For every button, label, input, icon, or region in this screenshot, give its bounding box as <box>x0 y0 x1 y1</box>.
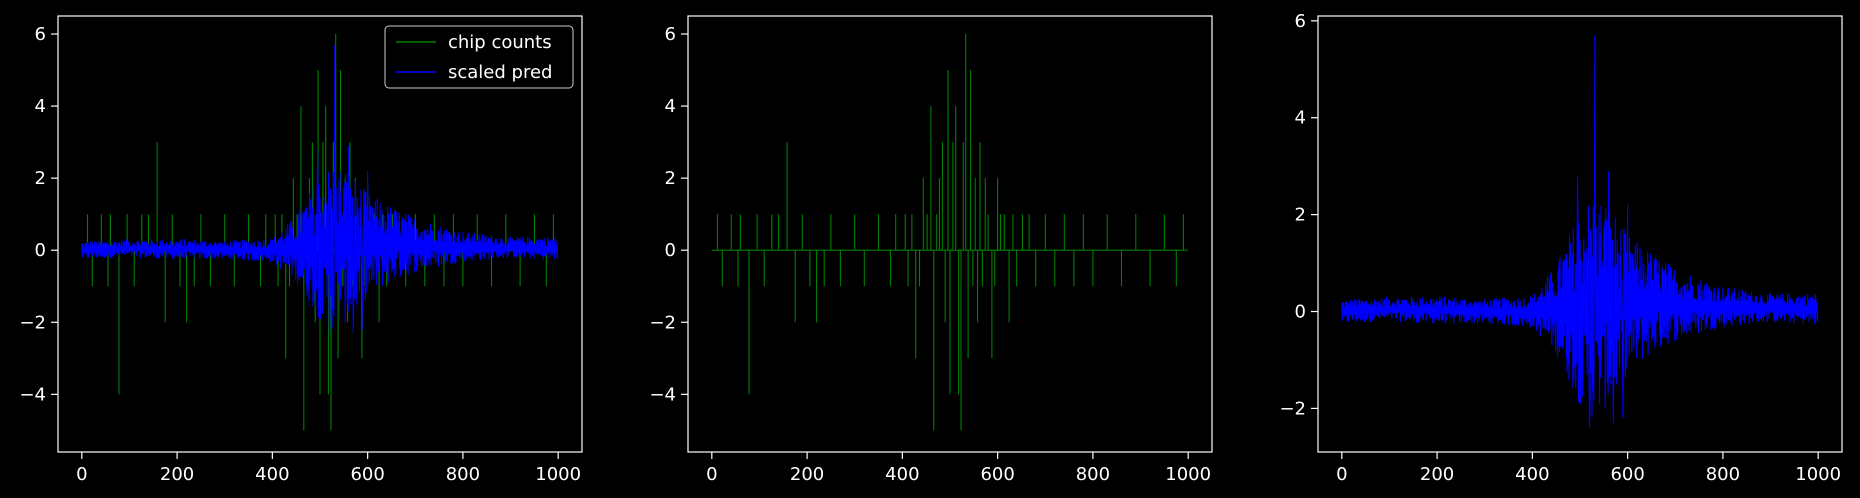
series-layer <box>81 34 559 431</box>
y-tick-label: −4 <box>19 384 46 405</box>
x-tick-label: 200 <box>1420 464 1454 485</box>
x-tick-label: 0 <box>706 464 717 485</box>
ticks-layer: 0 200 400 600 800 1000 −4 −2 0 2 4 6 <box>649 24 1211 485</box>
x-tick-label: 800 <box>446 464 480 485</box>
ticks-layer: 0 200 400 600 800 1000 −4 −2 0 2 4 6 <box>19 24 581 485</box>
x-tick-label: 0 <box>76 464 87 485</box>
series-layer <box>1341 35 1819 428</box>
x-tick-label: 600 <box>1610 464 1644 485</box>
series-line-chip-counts <box>81 34 558 431</box>
legend-label-counts: chip counts <box>448 32 552 53</box>
panel-middle: 0 200 400 600 800 1000 −4 −2 0 2 4 6 <box>649 15 1213 485</box>
y-tick-label: 0 <box>1295 302 1306 323</box>
x-tick-label: 400 <box>1515 464 1549 485</box>
x-tick-label: 600 <box>980 464 1014 485</box>
x-tick-label: 1000 <box>1165 464 1211 485</box>
legend: chip counts scaled pred <box>384 25 574 89</box>
y-tick-label: 6 <box>1295 11 1306 32</box>
x-tick-label: 800 <box>1706 464 1740 485</box>
ticks-layer: 0 200 400 600 800 1000 −2 0 2 4 6 <box>1279 11 1841 485</box>
y-tick-label: 4 <box>1295 108 1306 129</box>
y-tick-label: −2 <box>19 312 46 333</box>
y-tick-label: 2 <box>1295 205 1306 226</box>
plot-frame <box>687 15 1213 453</box>
series-line-scaled-pred <box>1341 35 1819 428</box>
y-tick-label: 4 <box>665 96 676 117</box>
x-tick-label: 1000 <box>535 464 581 485</box>
y-tick-label: 0 <box>35 240 46 261</box>
y-tick-label: 6 <box>35 24 46 45</box>
y-tick-label: 2 <box>35 168 46 189</box>
y-tick-label: 0 <box>665 240 676 261</box>
y-tick-label: −2 <box>1279 398 1306 419</box>
legend-label-pred: scaled pred <box>448 62 552 83</box>
y-tick-label: 4 <box>35 96 46 117</box>
plot-frame <box>57 15 583 453</box>
x-tick-label: 0 <box>1336 464 1347 485</box>
x-tick-label: 400 <box>885 464 919 485</box>
series-line-chip-counts <box>711 34 1188 431</box>
y-tick-label: −4 <box>649 384 676 405</box>
panel-left: 0 200 400 600 800 1000 −4 −2 0 2 4 6 chip counts sc… <box>19 15 583 485</box>
y-tick-label: −2 <box>649 312 676 333</box>
x-tick-label: 200 <box>160 464 194 485</box>
x-tick-label: 200 <box>790 464 824 485</box>
plot-frame <box>1317 15 1843 453</box>
panel-right: 0 200 400 600 800 1000 −2 0 2 4 6 <box>1279 11 1843 485</box>
y-tick-label: 2 <box>665 168 676 189</box>
x-tick-label: 600 <box>350 464 384 485</box>
x-tick-label: 1000 <box>1795 464 1841 485</box>
series-line-scaled-pred <box>81 44 559 337</box>
x-tick-label: 800 <box>1076 464 1110 485</box>
series-layer <box>711 34 1188 431</box>
x-tick-label: 400 <box>255 464 289 485</box>
y-tick-label: 6 <box>665 24 676 45</box>
